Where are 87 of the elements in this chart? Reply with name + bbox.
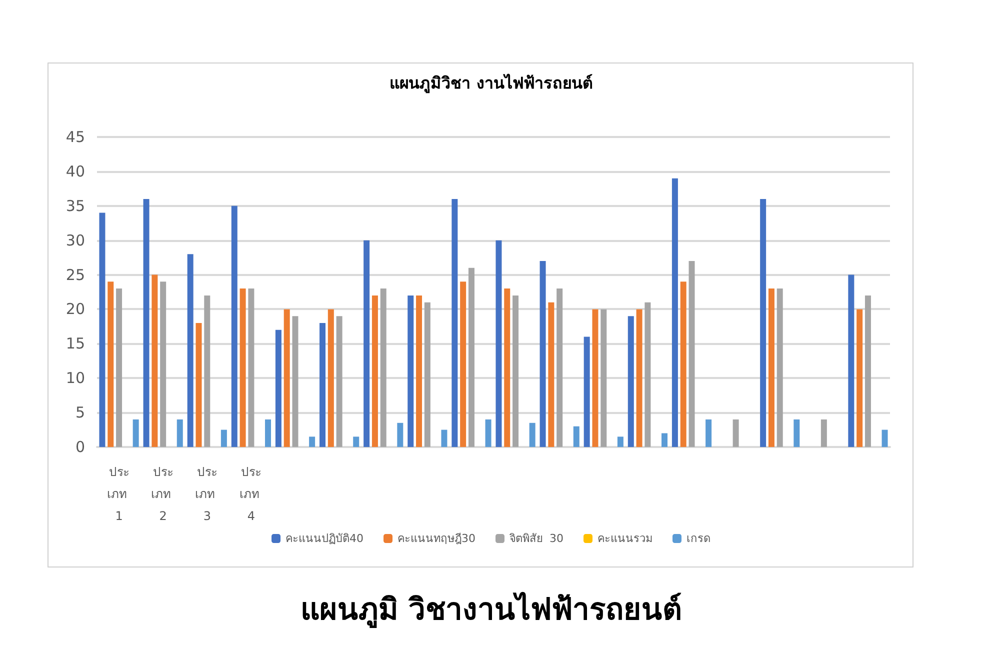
bar [397,422,404,447]
bar [794,419,800,447]
y-tick-label: 10 [66,369,85,388]
bar [573,426,580,447]
bar [504,288,510,447]
bar [240,288,246,447]
bar [548,302,554,447]
bar [680,282,686,447]
bar [644,302,651,447]
bar [292,316,298,447]
bar [220,430,227,447]
y-tick-label: 35 [66,196,85,215]
y-tick-label: 45 [66,128,85,146]
y-tick-label: 0 [75,438,85,456]
bar [732,419,739,447]
bar [132,419,139,447]
bar [116,288,122,447]
bar [416,295,422,447]
y-tick-label: 15 [66,334,85,353]
bar [529,422,536,447]
bar [108,282,114,447]
bar [468,268,474,447]
bar [196,323,202,447]
bar [672,178,678,447]
bar [309,436,316,447]
bar [628,316,634,447]
bar [760,199,766,447]
bar [176,419,183,447]
x-tick-label: ประเภท 1 [107,465,131,523]
bar [661,433,668,447]
y-tick-label: 30 [66,231,85,250]
x-tick-label: ประเภท 3 [195,465,220,523]
bar [617,436,624,447]
legend-label: เกรด [686,532,710,545]
bar [706,419,712,447]
bar [882,430,888,447]
y-tick-label: 20 [66,300,85,318]
x-tick-label: ประเภท 2 [151,465,175,523]
bar [556,288,563,447]
bar [496,240,502,447]
bar [592,309,598,447]
bar [284,309,290,447]
bar [636,309,642,447]
bar [776,288,783,447]
legend-label: คะแนนทฤษฎี30 [398,532,476,545]
y-tick-label: 5 [75,404,85,422]
bar [143,199,150,447]
text: แผนภูมิ วิชางานไฟฟ้ารถยนต์ [300,592,682,628]
x-tick-label: ประเภท 4 [239,465,264,523]
bar [187,254,194,447]
bar [264,419,271,447]
bar [768,288,774,447]
bar [441,430,448,447]
bar [364,240,370,447]
bar [372,295,378,447]
bar [856,309,863,447]
bar [380,288,386,447]
y-tick-label: 25 [66,266,85,284]
bar [320,323,326,447]
bar [275,330,282,447]
bar [408,295,414,447]
bar [99,212,106,447]
bar [485,419,492,447]
legend-label: จิตพิสัย 30 [508,532,564,545]
bar [848,274,854,447]
bar [424,302,430,447]
bar [231,206,238,447]
legend-label: คะแนนปฏิบัติ40 [286,532,364,545]
bar [336,316,342,447]
chart-title: แผนภูมิวิชา งานไฟฟ้ารถยนต์ [390,74,592,94]
bar [600,309,607,447]
bar [512,295,519,447]
bar [460,282,466,447]
bar [584,336,590,447]
bar [864,295,871,447]
bar [820,419,827,447]
bar [540,261,546,447]
bar [688,261,695,447]
bar [160,282,166,447]
bar [204,295,210,447]
y-tick-label: 40 [66,162,85,180]
bar [328,309,334,447]
bar [248,288,254,447]
bar [152,274,158,447]
legend-label: คะแนนรวม [597,532,652,545]
bar [452,199,458,447]
bar [353,436,360,447]
